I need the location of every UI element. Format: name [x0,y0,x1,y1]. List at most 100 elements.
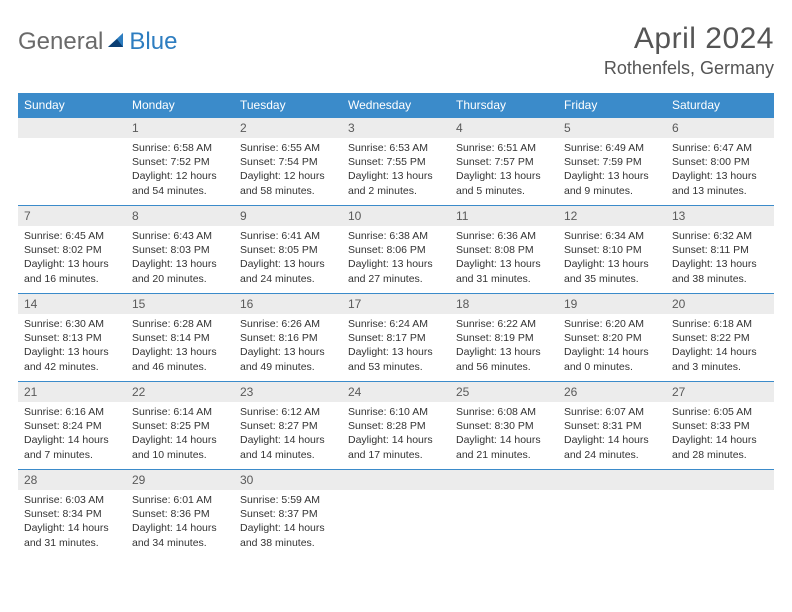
sunset-line: Sunset: 8:05 PM [240,243,336,257]
daylight-line: Daylight: 14 hours and 28 minutes. [672,433,768,461]
sunrise-line: Sunrise: 6:36 AM [456,229,552,243]
sunrise-line: Sunrise: 6:24 AM [348,317,444,331]
sunset-line: Sunset: 8:03 PM [132,243,228,257]
daylight-line: Daylight: 13 hours and 56 minutes. [456,345,552,373]
daylight-line: Daylight: 13 hours and 38 minutes. [672,257,768,285]
sunrise-line: Sunrise: 6:49 AM [564,141,660,155]
calendar-cell: 25Sunrise: 6:08 AMSunset: 8:30 PMDayligh… [450,382,558,470]
day-details: Sunrise: 6:30 AMSunset: 8:13 PMDaylight:… [18,314,126,378]
calendar-body: 1Sunrise: 6:58 AMSunset: 7:52 PMDaylight… [18,118,774,558]
page-header: General Blue April 2024 Rothenfels, Germ… [18,22,774,79]
daylight-line: Daylight: 14 hours and 10 minutes. [132,433,228,461]
day-details: Sunrise: 6:03 AMSunset: 8:34 PMDaylight:… [18,490,126,554]
day-number: 9 [234,206,342,226]
day-details: Sunrise: 6:18 AMSunset: 8:22 PMDaylight:… [666,314,774,378]
sunrise-line: Sunrise: 6:45 AM [24,229,120,243]
sunrise-line: Sunrise: 6:58 AM [132,141,228,155]
calendar-page: General Blue April 2024 Rothenfels, Germ… [0,0,792,570]
daylight-line: Daylight: 13 hours and 49 minutes. [240,345,336,373]
calendar-cell: 21Sunrise: 6:16 AMSunset: 8:24 PMDayligh… [18,382,126,470]
calendar-cell [18,118,126,206]
sunset-line: Sunset: 7:59 PM [564,155,660,169]
calendar-cell: 11Sunrise: 6:36 AMSunset: 8:08 PMDayligh… [450,206,558,294]
calendar-cell: 24Sunrise: 6:10 AMSunset: 8:28 PMDayligh… [342,382,450,470]
sunset-line: Sunset: 8:27 PM [240,419,336,433]
day-number [342,470,450,490]
daylight-line: Daylight: 13 hours and 16 minutes. [24,257,120,285]
calendar-table: SundayMondayTuesdayWednesdayThursdayFrid… [18,93,774,558]
day-details: Sunrise: 6:58 AMSunset: 7:52 PMDaylight:… [126,138,234,202]
weekday-header: Thursday [450,93,558,118]
calendar-cell: 16Sunrise: 6:26 AMSunset: 8:16 PMDayligh… [234,294,342,382]
daylight-line: Daylight: 12 hours and 54 minutes. [132,169,228,197]
day-number: 30 [234,470,342,490]
sunrise-line: Sunrise: 6:12 AM [240,405,336,419]
daylight-line: Daylight: 14 hours and 31 minutes. [24,521,120,549]
sunset-line: Sunset: 8:25 PM [132,419,228,433]
day-details: Sunrise: 5:59 AMSunset: 8:37 PMDaylight:… [234,490,342,554]
sunrise-line: Sunrise: 6:43 AM [132,229,228,243]
brand-text-general: General [18,28,103,56]
calendar-cell: 12Sunrise: 6:34 AMSunset: 8:10 PMDayligh… [558,206,666,294]
sunrise-line: Sunrise: 6:55 AM [240,141,336,155]
brand-text-blue: Blue [129,28,177,56]
calendar-cell [558,470,666,558]
day-number: 11 [450,206,558,226]
day-number: 29 [126,470,234,490]
sunset-line: Sunset: 8:11 PM [672,243,768,257]
day-number: 8 [126,206,234,226]
sunset-line: Sunset: 8:00 PM [672,155,768,169]
day-number: 5 [558,118,666,138]
calendar-cell [450,470,558,558]
daylight-line: Daylight: 14 hours and 24 minutes. [564,433,660,461]
calendar-cell: 4Sunrise: 6:51 AMSunset: 7:57 PMDaylight… [450,118,558,206]
daylight-line: Daylight: 13 hours and 53 minutes. [348,345,444,373]
day-details: Sunrise: 6:45 AMSunset: 8:02 PMDaylight:… [18,226,126,290]
sunset-line: Sunset: 8:22 PM [672,331,768,345]
daylight-line: Daylight: 13 hours and 20 minutes. [132,257,228,285]
day-number: 14 [18,294,126,314]
sunrise-line: Sunrise: 6:34 AM [564,229,660,243]
day-number: 12 [558,206,666,226]
sunset-line: Sunset: 8:06 PM [348,243,444,257]
day-number: 3 [342,118,450,138]
calendar-cell: 8Sunrise: 6:43 AMSunset: 8:03 PMDaylight… [126,206,234,294]
sunrise-line: Sunrise: 5:59 AM [240,493,336,507]
daylight-line: Daylight: 13 hours and 9 minutes. [564,169,660,197]
sunset-line: Sunset: 7:54 PM [240,155,336,169]
day-details: Sunrise: 6:01 AMSunset: 8:36 PMDaylight:… [126,490,234,554]
calendar-cell: 30Sunrise: 5:59 AMSunset: 8:37 PMDayligh… [234,470,342,558]
sunrise-line: Sunrise: 6:14 AM [132,405,228,419]
sunrise-line: Sunrise: 6:26 AM [240,317,336,331]
sunrise-line: Sunrise: 6:03 AM [24,493,120,507]
day-details: Sunrise: 6:28 AMSunset: 8:14 PMDaylight:… [126,314,234,378]
calendar-cell: 1Sunrise: 6:58 AMSunset: 7:52 PMDaylight… [126,118,234,206]
daylight-line: Daylight: 13 hours and 5 minutes. [456,169,552,197]
day-details: Sunrise: 6:38 AMSunset: 8:06 PMDaylight:… [342,226,450,290]
day-number: 7 [18,206,126,226]
daylight-line: Daylight: 13 hours and 35 minutes. [564,257,660,285]
calendar-cell: 2Sunrise: 6:55 AMSunset: 7:54 PMDaylight… [234,118,342,206]
day-details: Sunrise: 6:43 AMSunset: 8:03 PMDaylight:… [126,226,234,290]
sunrise-line: Sunrise: 6:51 AM [456,141,552,155]
daylight-line: Daylight: 14 hours and 38 minutes. [240,521,336,549]
daylight-line: Daylight: 14 hours and 17 minutes. [348,433,444,461]
calendar-head: SundayMondayTuesdayWednesdayThursdayFrid… [18,93,774,118]
calendar-cell [666,470,774,558]
day-details: Sunrise: 6:05 AMSunset: 8:33 PMDaylight:… [666,402,774,466]
title-block: April 2024 Rothenfels, Germany [604,22,774,79]
calendar-cell: 18Sunrise: 6:22 AMSunset: 8:19 PMDayligh… [450,294,558,382]
day-number: 2 [234,118,342,138]
daylight-line: Daylight: 13 hours and 2 minutes. [348,169,444,197]
day-number: 18 [450,294,558,314]
day-number: 4 [450,118,558,138]
daylight-line: Daylight: 13 hours and 27 minutes. [348,257,444,285]
sunset-line: Sunset: 7:52 PM [132,155,228,169]
calendar-cell: 5 Sunrise: 6:49 AMSunset: 7:59 PMDaylight… [558,118,666,206]
sunset-line: Sunset: 8:19 PM [456,331,552,345]
day-number: 24 [342,382,450,402]
day-number: 27 [666,382,774,402]
calendar-cell: 26Sunrise: 6:07 AMSunset: 8:31 PMDayligh… [558,382,666,470]
sunset-line: Sunset: 8:02 PM [24,243,120,257]
calendar-cell: 27Sunrise: 6:05 AMSunset: 8:33 PMDayligh… [666,382,774,470]
